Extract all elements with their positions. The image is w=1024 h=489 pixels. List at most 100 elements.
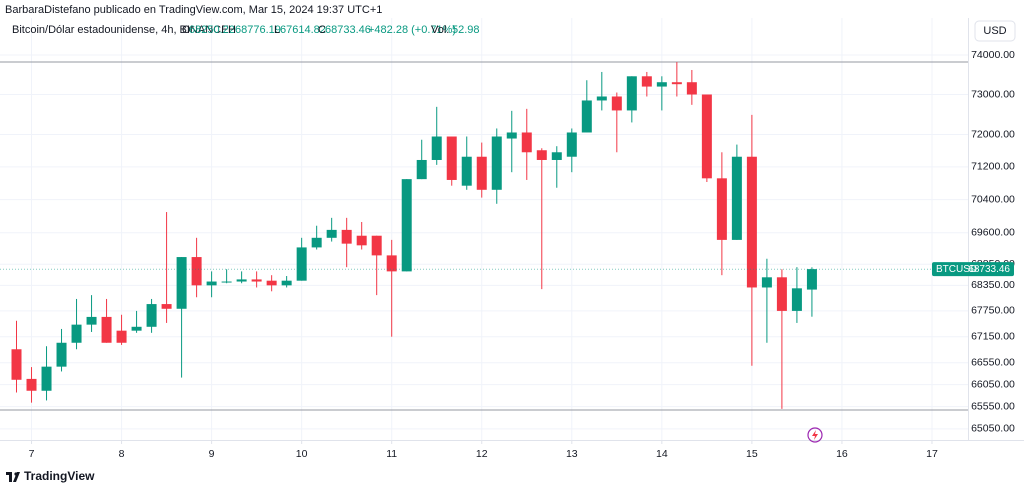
x-tick-label: 14 (656, 448, 668, 460)
symbol: Bitcoin/Dólar estadounidense, 4h, BINANC… (12, 24, 228, 36)
y-tick-label: 67150.00 (971, 330, 1015, 342)
publisher: BarbaraDistefano publicado en TradingVie… (5, 4, 382, 16)
candle-body (221, 281, 232, 283)
candle-body (326, 229, 337, 238)
candle-body (731, 156, 742, 240)
candle-body (341, 229, 352, 244)
high-value: 68776.19 (235, 24, 281, 36)
price-tag-symbol: BTCUSD (936, 264, 977, 275)
volume-value: 52.98 (452, 24, 480, 36)
candle-body (41, 366, 52, 391)
candle-body (581, 100, 592, 133)
x-tick-label: 8 (119, 448, 125, 460)
candle-body (296, 247, 307, 281)
x-tick-label: 13 (566, 448, 578, 460)
brand[interactable]: TradingView (24, 469, 95, 483)
x-tick-label: 11 (386, 448, 397, 460)
high-label: H (228, 24, 236, 36)
candle-body (506, 132, 517, 139)
x-tick-label: 10 (296, 448, 308, 460)
low-value: 67614.82 (280, 24, 326, 36)
candle-body (671, 82, 682, 85)
y-tick-label: 71200.00 (971, 161, 1015, 173)
currency-label[interactable]: USD (983, 25, 1006, 37)
flash-icon[interactable] (807, 427, 823, 443)
x-tick-label: 12 (476, 448, 488, 460)
candle-body (791, 288, 802, 311)
open-value: 68250.22 (189, 24, 235, 36)
candle-body (146, 304, 157, 327)
y-tick-label: 65550.00 (971, 400, 1015, 412)
currency-button[interactable] (974, 20, 1016, 42)
candle-body (371, 235, 382, 256)
candle-body (806, 269, 817, 290)
volume-label: Vol. (431, 24, 449, 36)
y-tick-label: 68350.00 (971, 279, 1015, 291)
candle-body (431, 136, 442, 160)
candles (0, 62, 968, 409)
candle-body (746, 156, 757, 288)
low-label: L (274, 24, 280, 36)
x-tick-label: 15 (746, 448, 758, 460)
y-tick-label: 67750.00 (971, 305, 1015, 317)
close-label: C (318, 24, 326, 36)
y-tick-label: 73000.00 (971, 88, 1015, 100)
x-tick-label: 16 (836, 448, 848, 460)
candle-body (116, 330, 127, 343)
candle-body (536, 150, 547, 160)
candle-body (176, 257, 187, 309)
change: +482.28 (+0.71%) (368, 24, 456, 36)
candle-body (641, 76, 652, 87)
candle-body (521, 132, 532, 153)
candle-body (761, 277, 772, 288)
brand-logo[interactable] (6, 472, 20, 482)
close-value: 68733.46 (325, 24, 371, 36)
candle-body (236, 279, 247, 282)
candle-body (566, 132, 577, 157)
open-label: O (182, 24, 191, 36)
candle-body (311, 237, 322, 248)
candle-body (266, 280, 277, 286)
candle-body (491, 136, 502, 190)
candle-body (596, 96, 607, 101)
y-tick-label: 65050.00 (971, 423, 1015, 435)
y-tick-label: 66550.00 (971, 357, 1015, 369)
candle-body (461, 156, 472, 186)
candle-body (416, 159, 427, 180)
candle-body (626, 76, 637, 111)
candle-body (191, 257, 202, 286)
candle-body (776, 277, 787, 311)
candle-body (401, 179, 412, 272)
candle-body (71, 324, 82, 343)
x-tick-label: 17 (926, 448, 938, 460)
x-tick-label: 7 (29, 448, 35, 460)
candle-body (161, 304, 172, 309)
y-tick-label: 74000.00 (971, 49, 1015, 61)
price-tag-box (932, 262, 1014, 277)
candle-body (131, 326, 142, 331)
candle-body (11, 349, 22, 380)
candle-body (86, 316, 97, 325)
candle-body (56, 342, 67, 367)
candle-body (356, 235, 367, 246)
candle-body (476, 156, 487, 190)
candle-body (26, 378, 37, 391)
y-tick-label: 69600.00 (971, 227, 1015, 239)
candle-body (716, 178, 727, 240)
candle-body (251, 279, 262, 282)
candle-body (611, 96, 622, 111)
candle-body (206, 281, 217, 286)
x-tick-label: 9 (209, 448, 215, 460)
y-tick-label: 66050.00 (971, 378, 1015, 390)
candle-body (686, 82, 697, 95)
y-tick-label: 72000.00 (971, 128, 1015, 140)
candle-body (446, 136, 457, 180)
grid (0, 18, 968, 440)
candle-body (101, 316, 112, 343)
candle-body (551, 152, 562, 160)
price-tag-value: 68733.46 (968, 264, 1010, 275)
candle-body (701, 94, 712, 179)
y-tick-label: 70400.00 (971, 193, 1015, 205)
